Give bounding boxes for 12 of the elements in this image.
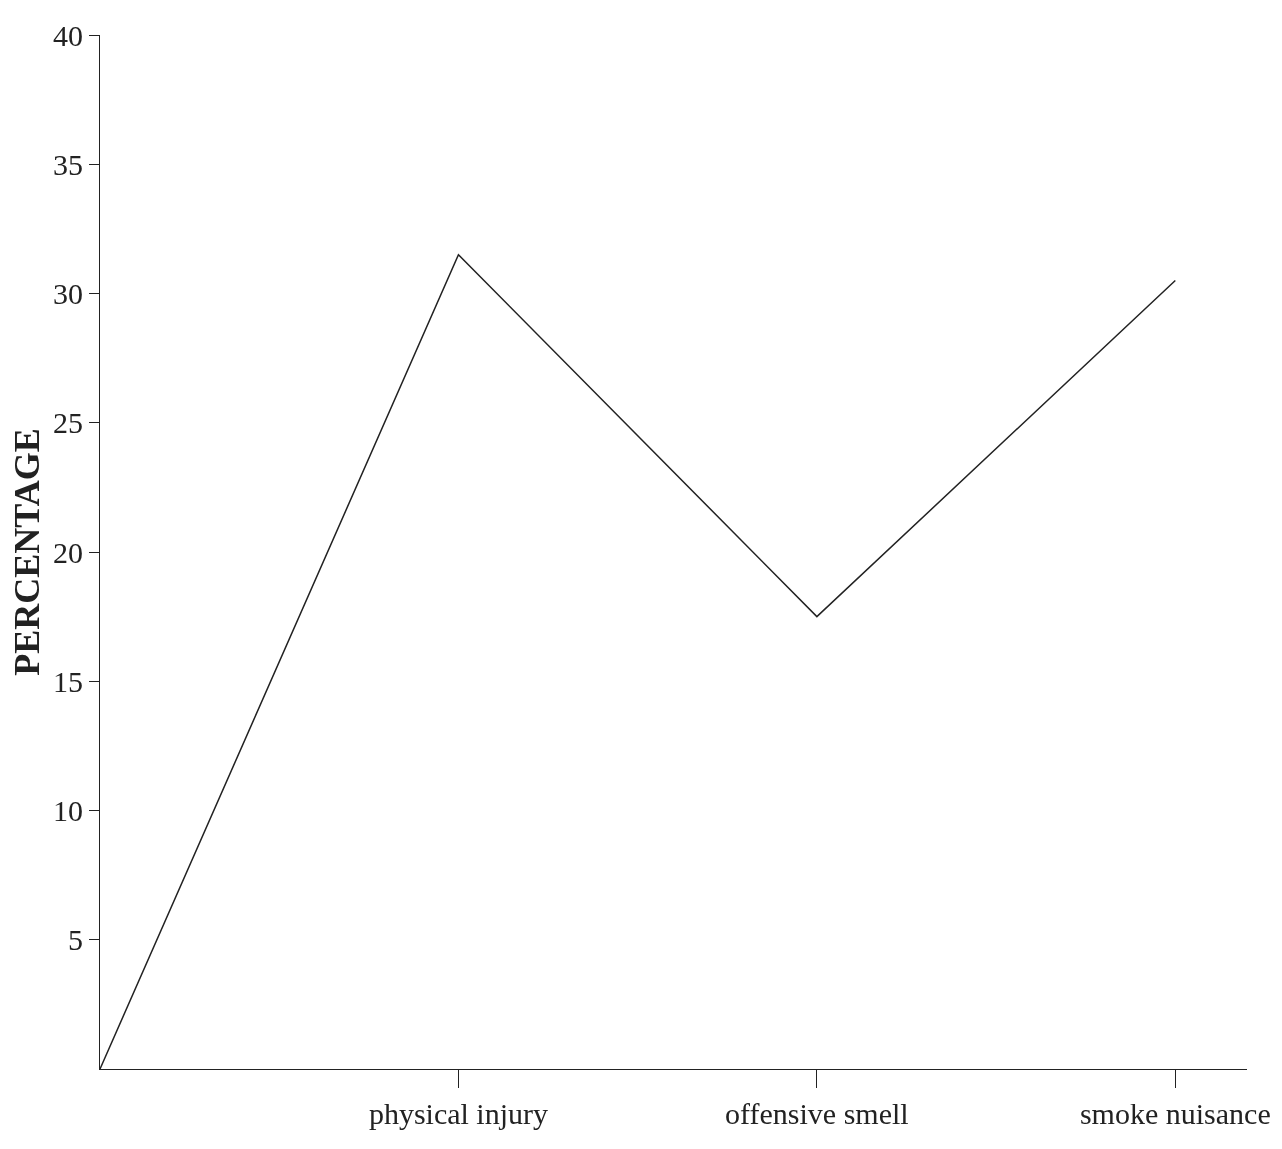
x-tick-label: smoke nuisance bbox=[1079, 1097, 1271, 1130]
y-tick-label: 20 bbox=[53, 535, 83, 569]
x-tick-label: offensive smell bbox=[725, 1097, 909, 1130]
x-tick-label: physical injury bbox=[368, 1097, 549, 1130]
y-axis-title: PERCENTAGE bbox=[6, 428, 47, 676]
y-tick-label: 30 bbox=[53, 277, 83, 310]
y-tick-label: 10 bbox=[53, 794, 83, 827]
y-tick-label: 15 bbox=[53, 664, 83, 698]
y-tick-label: 25 bbox=[53, 406, 83, 440]
y-tick-label: 35 bbox=[53, 147, 83, 181]
y-tick-label: 40 bbox=[53, 18, 83, 52]
y-tick-label: 5 bbox=[68, 923, 83, 957]
